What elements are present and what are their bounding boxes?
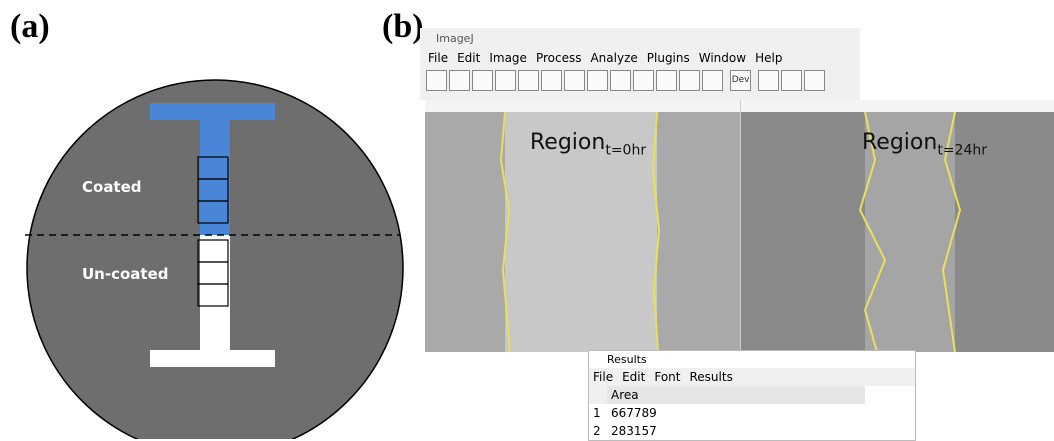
menu-item[interactable]: Edit: [457, 51, 480, 65]
menu-item[interactable]: Analyze: [590, 51, 637, 65]
menu-item[interactable]: Help: [755, 51, 782, 65]
window-title: ImageJ: [420, 28, 860, 49]
menu-item[interactable]: File: [428, 51, 448, 65]
row-index: 1: [589, 404, 607, 422]
panel-label: (b): [382, 8, 424, 46]
uncoated-label: Un-coated: [82, 265, 168, 283]
menu-item[interactable]: Results: [689, 370, 732, 384]
page: (a) Coated Un-coated (b) ImageJ FileEdit…: [0, 0, 1054, 439]
region: Region: [530, 130, 605, 155]
region-label: Regiont=24hr: [862, 130, 987, 158]
region-subscript: t=24hr: [937, 142, 987, 158]
menu-item[interactable]: Window: [699, 51, 746, 65]
cell: 283157: [607, 422, 865, 440]
cell: 667789: [607, 404, 865, 422]
menu-item[interactable]: Plugins: [647, 51, 690, 65]
toolbar: Dev: [420, 67, 860, 94]
menu-bar: File Edit Font Results: [589, 368, 915, 386]
menu-item[interactable]: File: [593, 370, 613, 384]
menu-item[interactable]: Edit: [622, 370, 645, 384]
coated-label: Coated: [82, 178, 142, 196]
dish-diagram: Coated Un-coated: [0, 0, 420, 439]
menu-item[interactable]: Image: [489, 51, 527, 65]
imagej-window: ImageJ File Edit Image Process Analyze Plugin…: [420, 28, 860, 100]
menu-item[interactable]: Process: [536, 51, 582, 65]
dev-tool[interactable]: Dev: [730, 70, 751, 91]
region-label: Regiont=0hr: [530, 130, 646, 158]
menu-item[interactable]: Font: [654, 370, 680, 384]
row-index: 2: [589, 422, 607, 440]
region: Region: [862, 130, 937, 155]
menu-bar: File Edit Image Process Analyze Plugins Window…: [420, 49, 860, 67]
region-subscript: t=0hr: [605, 142, 646, 158]
column-header: Area: [607, 386, 865, 404]
window-title: Results: [589, 351, 915, 368]
